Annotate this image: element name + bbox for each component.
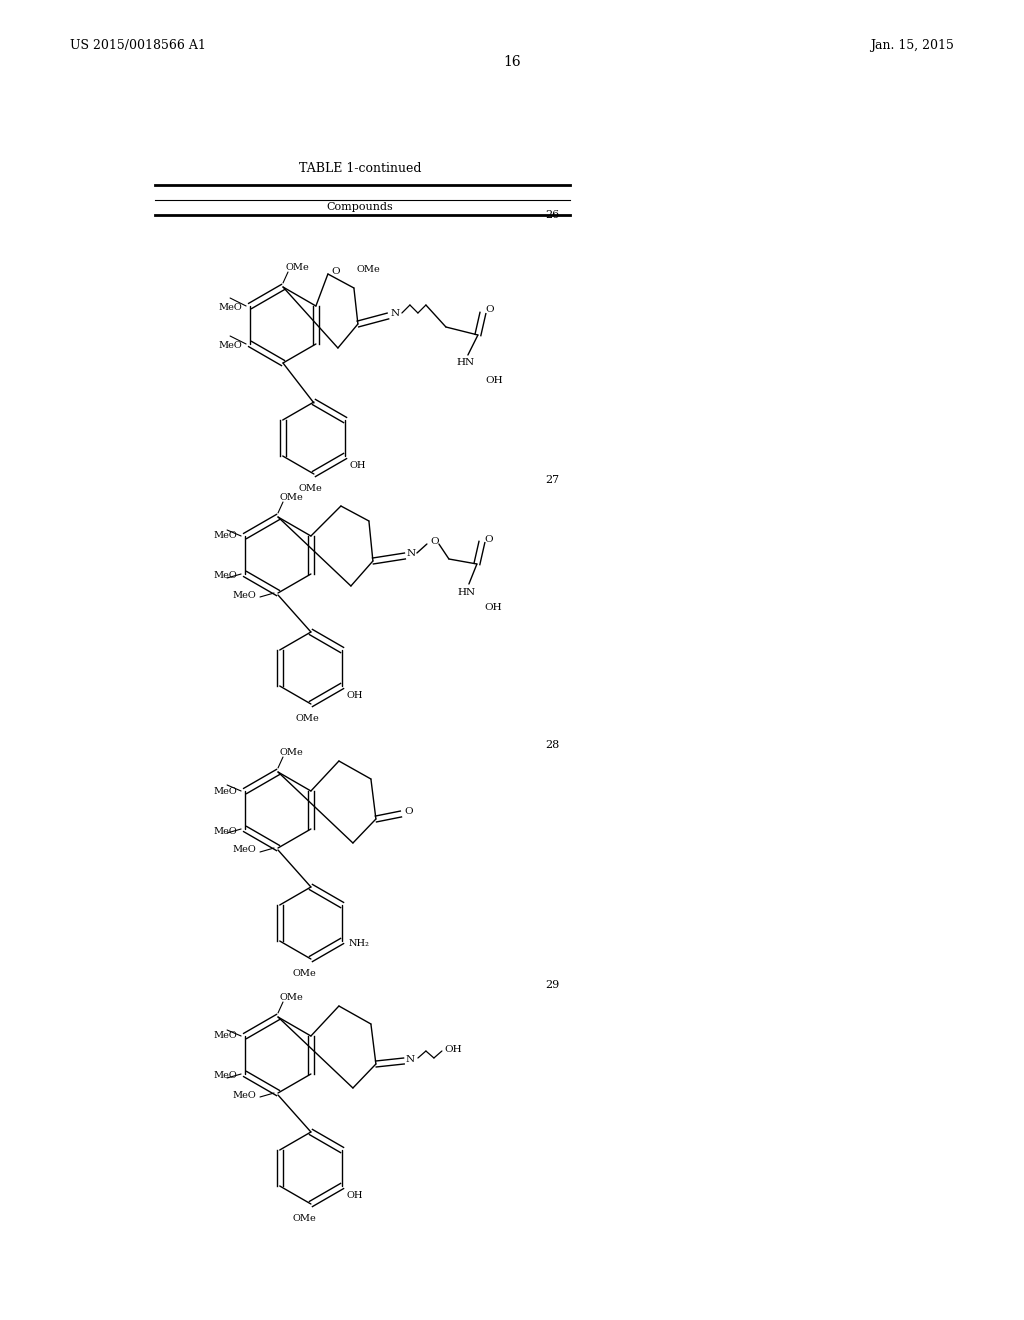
Text: OMe: OMe <box>293 969 316 978</box>
Text: N: N <box>407 549 416 558</box>
Text: 27: 27 <box>545 475 559 484</box>
Text: Jan. 15, 2015: Jan. 15, 2015 <box>870 38 954 51</box>
Text: O: O <box>485 305 494 314</box>
Text: 29: 29 <box>545 979 559 990</box>
Text: 26: 26 <box>545 210 559 220</box>
Text: OMe: OMe <box>293 1214 316 1224</box>
Text: OMe: OMe <box>296 714 319 723</box>
Text: OH: OH <box>346 1191 362 1200</box>
Text: OMe: OMe <box>280 748 304 756</box>
Text: OMe: OMe <box>280 993 304 1002</box>
Text: MeO: MeO <box>213 826 238 836</box>
Text: NH₂: NH₂ <box>348 939 369 948</box>
Text: 16: 16 <box>503 55 521 69</box>
Text: TABLE 1-continued: TABLE 1-continued <box>299 161 421 174</box>
Text: MeO: MeO <box>213 532 238 540</box>
Text: OH: OH <box>349 461 366 470</box>
Text: MeO: MeO <box>213 1031 238 1040</box>
Text: O: O <box>484 536 493 544</box>
Text: MeO: MeO <box>232 846 256 854</box>
Text: MeO: MeO <box>218 304 242 313</box>
Text: OMe: OMe <box>299 484 323 492</box>
Text: O: O <box>331 268 340 276</box>
Text: OH: OH <box>485 376 503 385</box>
Text: MeO: MeO <box>232 590 256 599</box>
Text: N: N <box>391 309 400 318</box>
Text: O: O <box>403 808 413 817</box>
Text: O: O <box>430 537 438 546</box>
Text: 28: 28 <box>545 741 559 750</box>
Text: US 2015/0018566 A1: US 2015/0018566 A1 <box>70 38 206 51</box>
Text: HN: HN <box>457 358 475 367</box>
Text: MeO: MeO <box>213 572 238 581</box>
Text: OH: OH <box>484 603 502 612</box>
Text: MeO: MeO <box>232 1090 256 1100</box>
Text: MeO: MeO <box>213 787 238 796</box>
Text: OMe: OMe <box>285 263 309 272</box>
Text: OH: OH <box>444 1044 462 1053</box>
Text: OH: OH <box>346 690 362 700</box>
Text: MeO: MeO <box>213 1072 238 1081</box>
Text: OMe: OMe <box>280 492 304 502</box>
Text: OMe: OMe <box>357 265 381 275</box>
Text: HN: HN <box>458 587 476 597</box>
Text: MeO: MeO <box>218 342 242 351</box>
Text: N: N <box>406 1055 415 1064</box>
Text: Compounds: Compounds <box>327 202 393 213</box>
